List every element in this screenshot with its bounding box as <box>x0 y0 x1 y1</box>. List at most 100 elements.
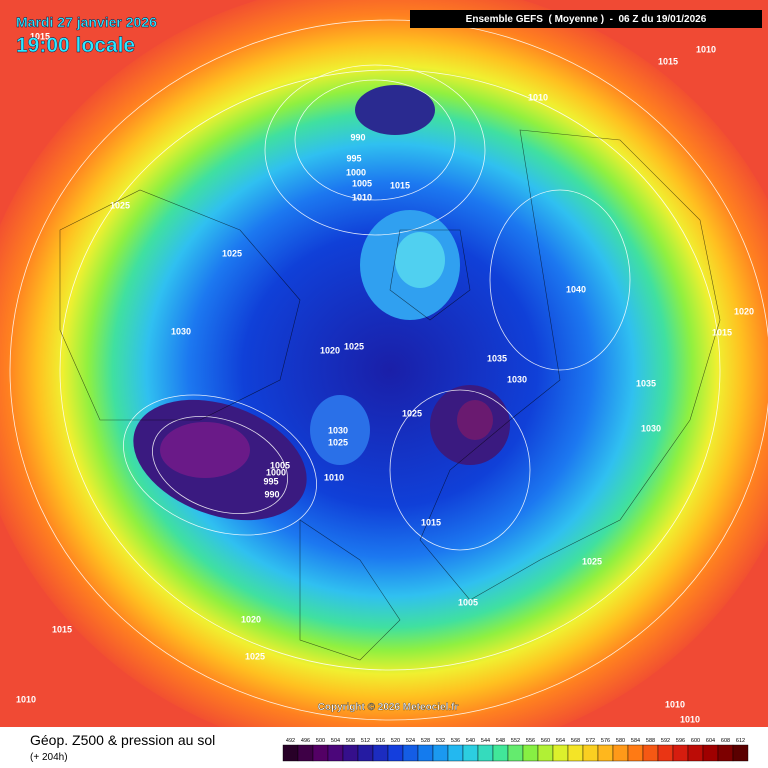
colorbar-cell <box>282 744 299 762</box>
colorbar-cell <box>372 744 389 762</box>
isobar-label: 1020 <box>734 306 754 316</box>
colorbar-label: 528 <box>421 738 430 744</box>
colorbar-label: 552 <box>511 738 520 744</box>
colorbar-cell <box>432 744 449 762</box>
isobar-label: 1010 <box>352 192 372 202</box>
colorbar-cell <box>567 744 584 762</box>
colorbar-cell <box>357 744 374 762</box>
colorbar-cell <box>672 744 689 762</box>
colorbar-label: 592 <box>661 738 670 744</box>
isobar-label: 1035 <box>636 378 656 388</box>
colorbar-label: 496 <box>301 738 310 744</box>
colorbar-cell <box>597 744 614 762</box>
colorbar-label: 500 <box>316 738 325 744</box>
colorbar-label: 536 <box>451 738 460 744</box>
isobar-label: 1035 <box>487 353 507 363</box>
isobar-label: 1030 <box>328 425 348 435</box>
isobar-label: 1015 <box>421 517 441 527</box>
colorbar-cell <box>327 744 344 762</box>
isobar-label: 1025 <box>344 341 364 351</box>
isobar-label: 1015 <box>712 327 732 337</box>
isobar-label: 1005 <box>352 178 372 188</box>
colorbar-label: 532 <box>436 738 445 744</box>
isobar-label: 1005 <box>458 597 478 607</box>
colorbar-label: 544 <box>481 738 490 744</box>
colorbar-cell <box>522 744 539 762</box>
isobar-label: 1015 <box>30 31 50 41</box>
isobar-label: 1010 <box>528 92 548 102</box>
colorbar-label: 520 <box>391 738 400 744</box>
isobar-label: 1005 <box>270 460 290 470</box>
colorbar-cell <box>462 744 479 762</box>
colorbar-label: 492 <box>286 738 295 744</box>
colorbar-label: 508 <box>346 738 355 744</box>
colorbar-label: 564 <box>556 738 565 744</box>
isobar-label: 990 <box>264 489 279 499</box>
colorbar-cell <box>492 744 509 762</box>
colorbar-label: 600 <box>691 738 700 744</box>
colorbar-label: 572 <box>586 738 595 744</box>
isobar-label: 1030 <box>171 326 191 336</box>
colorbar-label: 524 <box>406 738 415 744</box>
colorbar-label: 576 <box>601 738 610 744</box>
colorbar-cell <box>552 744 569 762</box>
colorbar-cell <box>732 744 749 762</box>
isobar-label: 995 <box>263 476 278 486</box>
colorbar-cell <box>477 744 494 762</box>
footer-lead: (+ 204h) <box>30 752 68 763</box>
colorbar-cell <box>582 744 599 762</box>
isobar-label: 1020 <box>320 345 340 355</box>
local-time: 19:00 locale <box>16 34 135 57</box>
isobar-label: 990 <box>350 132 365 142</box>
colorbar-cell <box>297 744 314 762</box>
colorbar-cell <box>657 744 674 762</box>
colorbar-label: 604 <box>706 738 715 744</box>
colorbar-cell <box>342 744 359 762</box>
colorbar-label: 512 <box>361 738 370 744</box>
colorbar-label: 584 <box>631 738 640 744</box>
colorbar-cell <box>612 744 629 762</box>
isobar-label: 1010 <box>324 472 344 482</box>
colorbar-label: 560 <box>541 738 550 744</box>
isobar-label: 1015 <box>658 56 678 66</box>
date: Mardi 27 janvier 2026 <box>16 14 157 30</box>
colorbar-label: 608 <box>721 738 730 744</box>
colorbar-label: 548 <box>496 738 505 744</box>
run-box <box>410 10 762 28</box>
isobar-label: 1025 <box>582 556 602 566</box>
isobar-label: 1010 <box>665 699 685 709</box>
isobar-label: 1000 <box>346 167 366 177</box>
copyright: Copyright © 2026 Meteociel.fr <box>318 702 459 713</box>
colorbar-cell <box>417 744 434 762</box>
colorbar-cell <box>687 744 704 762</box>
isobar-label: 1000 <box>266 467 286 477</box>
isobar-label: 1025 <box>402 408 422 418</box>
colorbar-label: 588 <box>646 738 655 744</box>
colorbar-label: 612 <box>736 738 745 744</box>
isobar-label: 1025 <box>328 437 348 447</box>
colorbar-cell <box>717 744 734 762</box>
isobar-label: 1025 <box>245 651 265 661</box>
isobar-label: 1030 <box>507 374 527 384</box>
colorbar: 492 496 500 504 508 512 516 520 524 528 532 536 540 5… <box>282 738 749 762</box>
colorbar-cell <box>537 744 554 762</box>
isobar-label: 1015 <box>390 180 410 190</box>
colorbar-cell <box>402 744 419 762</box>
colorbar-label: 568 <box>571 738 580 744</box>
isobar-label: 1015 <box>52 624 72 634</box>
colorbar-cell <box>312 744 329 762</box>
run-info: Ensemble GEFS ( Moyenne ) - 06 Z du 19/0… <box>466 14 707 25</box>
isobar-label: 1030 <box>641 423 661 433</box>
colorbar-cell <box>507 744 524 762</box>
colorbar-cell <box>642 744 659 762</box>
colorbar-label: 516 <box>376 738 385 744</box>
isobar-label: 1010 <box>696 44 716 54</box>
colorbar-label: 504 <box>331 738 340 744</box>
isobar-label: 995 <box>346 153 361 163</box>
isobar-label: 1010 <box>680 714 700 724</box>
isobar-label: 1025 <box>222 248 242 258</box>
colorbar-label: 580 <box>616 738 625 744</box>
